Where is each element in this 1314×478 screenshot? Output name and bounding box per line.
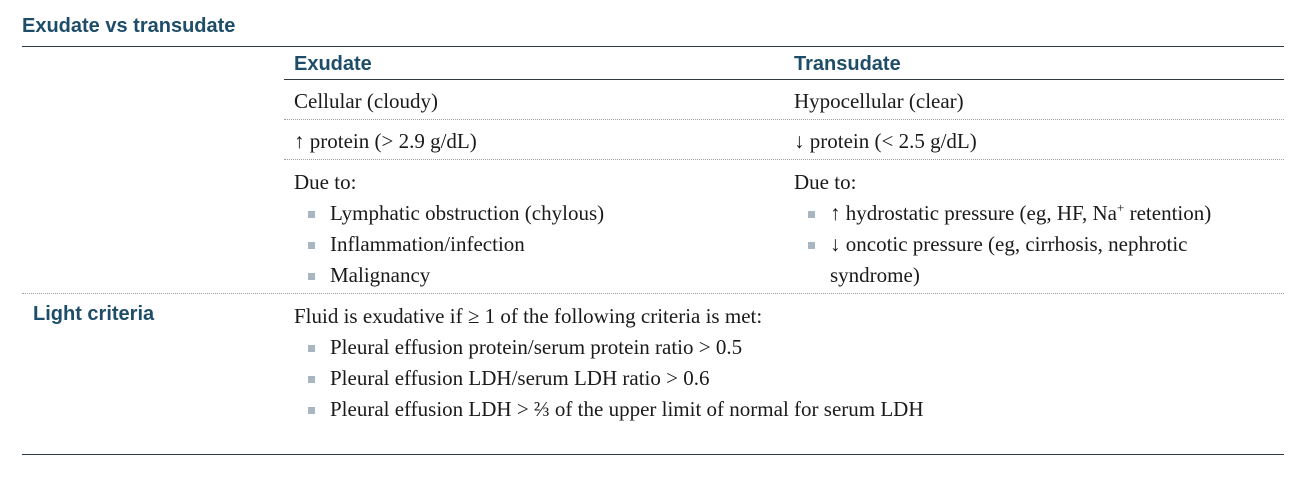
transudate-due-to-label: Due to: (794, 170, 857, 194)
light-criteria-list: Pleural effusion protein/serum protein r… (308, 332, 1268, 425)
list-item: Pleural effusion protein/serum protein r… (308, 332, 1268, 363)
column-header-exudate: Exudate (294, 53, 372, 75)
list-item: ↓ oncotic pressure (eg, cirrhosis, nephr… (808, 229, 1278, 291)
transudate-appearance: Hypocellular (clear) (794, 89, 964, 113)
exudate-protein: ↑ protein (> 2.9 g/dL) (294, 129, 477, 153)
light-criteria-label: Light criteria (33, 303, 155, 325)
square-bullet-icon (808, 211, 815, 218)
page-title: Exudate vs transudate (22, 15, 236, 37)
exudate-due-to-label: Due to: (294, 170, 357, 194)
list-item: ↑ hydrostatic pressure (eg, HF, Na+ rete… (808, 198, 1278, 229)
section-divider (22, 293, 1284, 294)
title-rule (22, 46, 1284, 47)
list-item: Pleural effusion LDH/serum LDH ratio > 0… (308, 363, 1268, 394)
list-item: Malignancy (308, 260, 768, 291)
square-bullet-icon (308, 273, 315, 280)
square-bullet-icon (308, 211, 315, 218)
list-item: Inflammation/infection (308, 229, 768, 260)
row-divider (284, 119, 1284, 120)
bottom-rule (22, 454, 1284, 455)
exudate-appearance: Cellular (cloudy) (294, 89, 439, 113)
square-bullet-icon (808, 242, 815, 249)
exudate-cause-list: Lymphatic obstruction (chylous) Inflamma… (308, 198, 768, 291)
column-header-transudate: Transudate (794, 53, 901, 75)
header-rule (284, 79, 1284, 80)
transudate-cause-list: ↑ hydrostatic pressure (eg, HF, Na+ rete… (808, 198, 1278, 291)
square-bullet-icon (308, 376, 315, 383)
list-item: Lymphatic obstruction (chylous) (308, 198, 768, 229)
square-bullet-icon (308, 242, 315, 249)
row-divider (284, 159, 1284, 160)
transudate-protein: ↓ protein (< 2.5 g/dL) (794, 129, 977, 153)
light-criteria-intro: Fluid is exudative if ≥ 1 of the followi… (294, 304, 763, 328)
square-bullet-icon (308, 345, 315, 352)
square-bullet-icon (308, 407, 315, 414)
list-item: Pleural effusion LDH > ⅔ of the upper li… (308, 394, 1268, 425)
